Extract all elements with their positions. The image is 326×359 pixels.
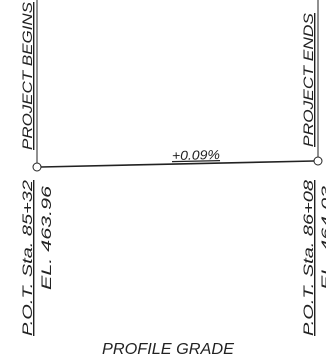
drawing-title: PROFILE GRADE	[102, 341, 234, 358]
end-station: P.O.T. Sta. 86+08	[300, 180, 316, 336]
grade-label: +0.09%	[172, 147, 220, 163]
grade-line	[40, 160, 315, 168]
end-label: PROJECT ENDS	[300, 12, 316, 147]
begin-point	[32, 162, 42, 172]
end-elevation: EL. 464.03	[318, 186, 326, 290]
begin-elevation: EL. 463.96	[38, 186, 54, 290]
end-point	[313, 156, 323, 166]
begin-station: P.O.T. Sta. 85+32	[19, 180, 35, 336]
begin-label: PROJECT BEGINS	[19, 1, 35, 150]
